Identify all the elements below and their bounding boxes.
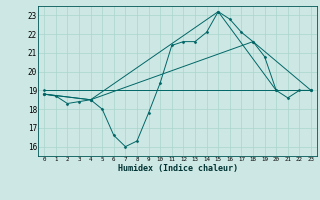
X-axis label: Humidex (Indice chaleur): Humidex (Indice chaleur) [118,164,238,173]
